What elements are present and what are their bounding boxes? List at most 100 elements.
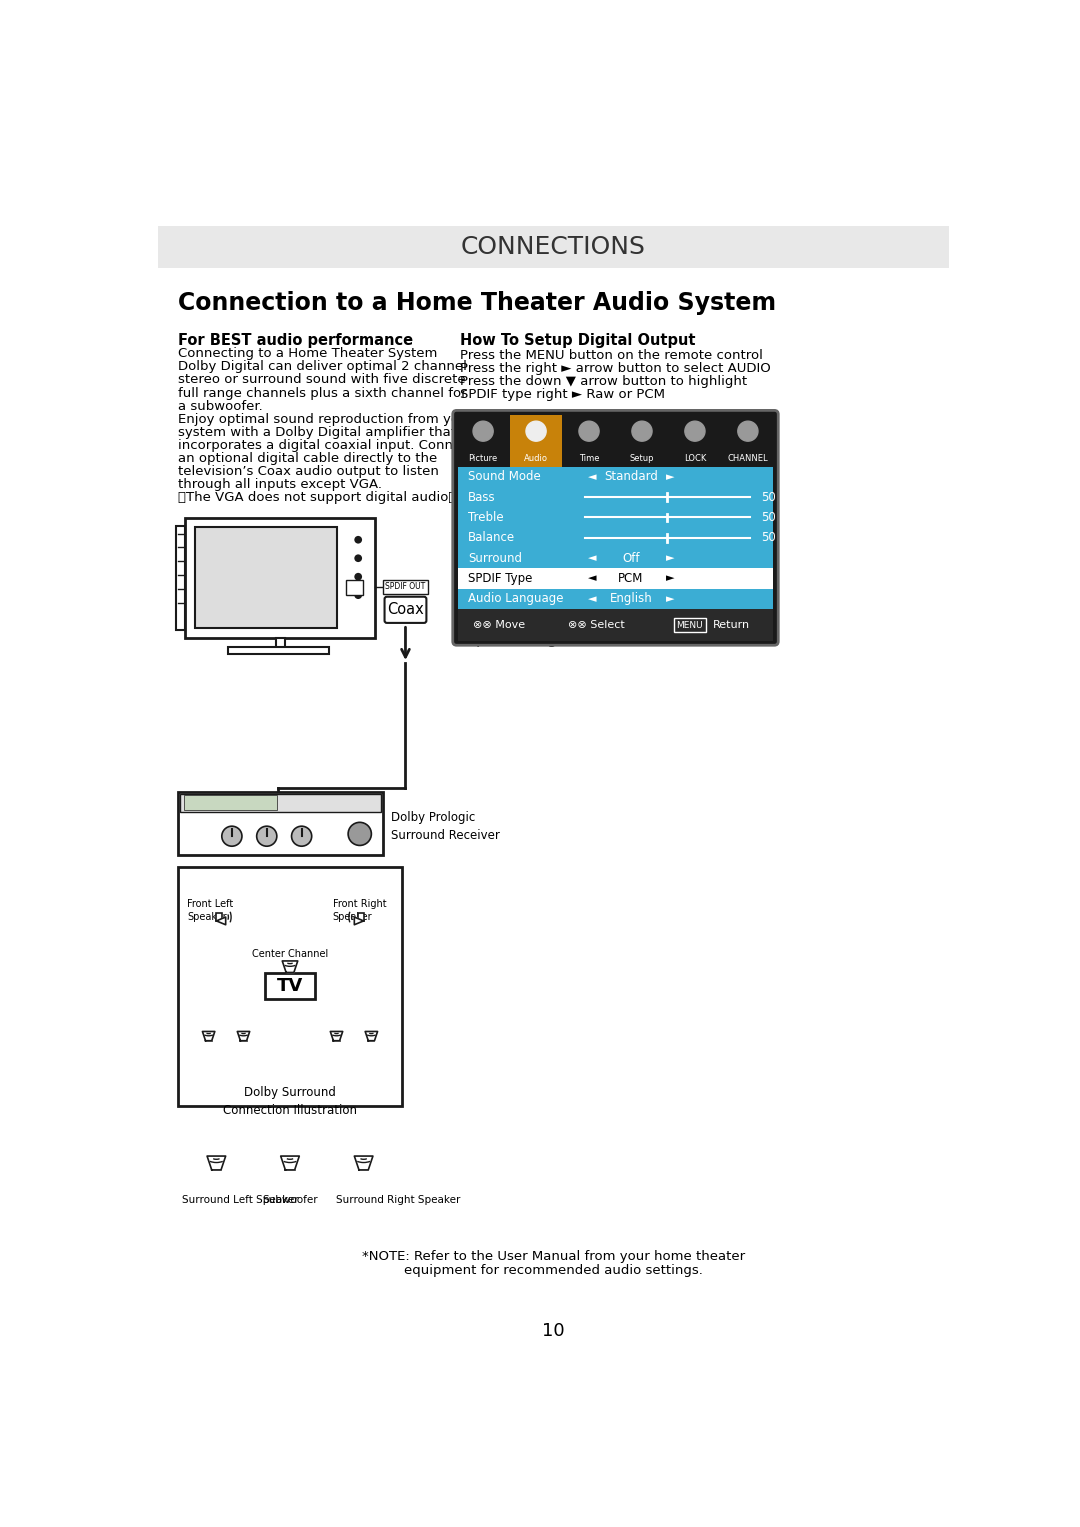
Text: CONNECTIONS: CONNECTIONS (461, 235, 646, 260)
Bar (286, 967, 294, 973)
Circle shape (526, 421, 546, 441)
Polygon shape (216, 918, 226, 925)
Polygon shape (354, 1156, 373, 1170)
Text: Connecting to a Home Theater System: Connecting to a Home Theater System (177, 347, 437, 360)
Text: Audio: Audio (524, 455, 548, 463)
Bar (368, 1037, 375, 1041)
Text: SPDIF OUT: SPDIF OUT (386, 582, 426, 591)
Text: Sound Mode: Sound Mode (469, 470, 541, 483)
Text: Enjoy optimal sound reproduction from your: Enjoy optimal sound reproduction from yo… (177, 412, 473, 426)
Text: Center Channel: Center Channel (252, 948, 328, 959)
Polygon shape (202, 1031, 215, 1041)
Text: equipment for recommended audio settings.: equipment for recommended audio settings… (404, 1263, 703, 1277)
Text: LOCK: LOCK (684, 455, 706, 463)
Text: a subwoofer.: a subwoofer. (177, 400, 262, 412)
Bar (180, 794, 380, 811)
Bar (177, 867, 403, 1106)
Circle shape (354, 573, 362, 580)
Text: English: English (609, 592, 652, 605)
Text: How To Setup Digital Output: How To Setup Digital Output (460, 333, 696, 348)
Text: Treble: Treble (469, 512, 504, 524)
Polygon shape (365, 1031, 378, 1041)
Bar (359, 913, 364, 921)
Circle shape (579, 421, 599, 441)
Text: stereo or surround sound with five discrete: stereo or surround sound with five discr… (177, 374, 465, 386)
Text: SPDIF Type: SPDIF Type (469, 573, 532, 585)
Text: Return: Return (713, 620, 751, 631)
Bar (205, 1037, 212, 1041)
Text: For BEST audio performance: For BEST audio performance (177, 333, 413, 348)
Text: （The VGA does not support digital audio）: （The VGA does not support digital audio） (177, 492, 456, 504)
Text: Press the MENU button on the remote control: Press the MENU button on the remote cont… (460, 348, 764, 362)
Bar (275, 638, 285, 652)
Text: ◄: ◄ (588, 574, 596, 583)
Circle shape (354, 536, 362, 544)
Polygon shape (207, 1156, 226, 1170)
Text: Press the right ► arrow button to select AUDIO: Press the right ► arrow button to select… (460, 362, 771, 376)
Text: ►: ► (665, 594, 674, 603)
Text: ►: ► (665, 574, 674, 583)
Text: through all inputs except VGA.: through all inputs except VGA. (177, 478, 381, 492)
Text: 50: 50 (761, 531, 775, 544)
Circle shape (354, 591, 362, 599)
Text: 50: 50 (761, 490, 775, 504)
Bar (285, 1164, 295, 1170)
Text: Bass: Bass (469, 490, 496, 504)
Text: Off: Off (622, 551, 639, 565)
Text: ⊗⊗ Select: ⊗⊗ Select (568, 620, 624, 631)
Text: Standard: Standard (604, 470, 658, 483)
Bar (266, 973, 314, 1000)
Text: Setup: Setup (630, 455, 654, 463)
Bar (186, 518, 375, 638)
Bar (184, 794, 276, 809)
Text: system with a Dolby Digital amplifier that: system with a Dolby Digital amplifier th… (177, 426, 456, 438)
Text: SPDIF type right ► Raw or PCM: SPDIF type right ► Raw or PCM (460, 388, 665, 402)
Bar (383, 580, 428, 594)
Polygon shape (282, 960, 298, 973)
Bar (458, 609, 773, 641)
Bar (212, 1164, 221, 1170)
Text: Surround Right Speaker: Surround Right Speaker (337, 1196, 461, 1205)
Text: Balance: Balance (469, 531, 515, 544)
Circle shape (257, 826, 276, 846)
Bar (458, 568, 773, 589)
Bar (177, 791, 383, 855)
Text: ⊗⊗ Move: ⊗⊗ Move (473, 620, 525, 631)
Bar (159, 226, 948, 267)
Text: Dolby Surround
Connection Illustration: Dolby Surround Connection Illustration (222, 1086, 357, 1118)
Circle shape (292, 826, 312, 846)
Text: TV: TV (276, 977, 303, 994)
Circle shape (354, 554, 362, 562)
Bar (176, 525, 186, 629)
Text: CHANNEL: CHANNEL (728, 455, 768, 463)
Text: PCM: PCM (619, 573, 644, 585)
Bar (458, 467, 773, 609)
Circle shape (221, 826, 242, 846)
Polygon shape (238, 1031, 249, 1041)
FancyBboxPatch shape (453, 411, 779, 646)
Circle shape (685, 421, 705, 441)
Circle shape (473, 421, 494, 441)
Text: full range channels plus a sixth channel for: full range channels plus a sixth channel… (177, 386, 467, 400)
FancyBboxPatch shape (384, 597, 427, 623)
Text: Audio Language: Audio Language (469, 592, 564, 605)
Bar (216, 913, 221, 921)
Text: ◄: ◄ (588, 553, 596, 563)
Text: Dolby Digital can deliver optimal 2 channel: Dolby Digital can deliver optimal 2 chan… (177, 360, 467, 373)
Text: Connection to a Home Theater Audio System: Connection to a Home Theater Audio Syste… (177, 292, 775, 315)
Text: Subwoofer: Subwoofer (262, 1196, 318, 1205)
Text: ◄: ◄ (588, 472, 596, 483)
Text: 50: 50 (761, 512, 775, 524)
Text: ◄: ◄ (588, 594, 596, 603)
Text: *NOTE: Refer to the User Manual from your home theater: *NOTE: Refer to the User Manual from you… (362, 1249, 745, 1263)
Text: incorporates a digital coaxial input. Connect: incorporates a digital coaxial input. Co… (177, 438, 473, 452)
Text: an optional digital cable directly to the: an optional digital cable directly to th… (177, 452, 437, 464)
Text: television’s Coax audio output to listen: television’s Coax audio output to listen (177, 466, 438, 478)
Text: Time: Time (579, 455, 599, 463)
Text: optional digital cable: optional digital cable (469, 632, 629, 647)
Bar (511, 415, 562, 467)
Text: Surround Left Speaker: Surround Left Speaker (181, 1196, 298, 1205)
Bar (674, 618, 706, 632)
Text: MENU: MENU (676, 620, 703, 629)
Bar (334, 1037, 339, 1041)
